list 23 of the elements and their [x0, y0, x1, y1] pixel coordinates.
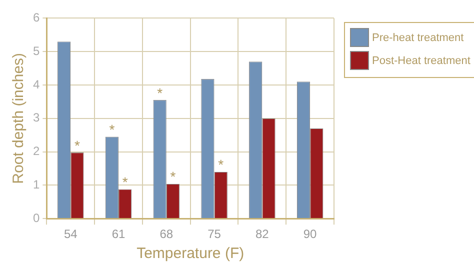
annotation: *: [157, 84, 164, 101]
y-tick-label: 4: [32, 77, 40, 92]
x-tick-label: 90: [303, 227, 318, 242]
y-tick-label: 3: [32, 110, 40, 125]
x-tick-label: 82: [255, 227, 270, 242]
annotation: *: [122, 174, 128, 190]
annotation: *: [74, 137, 80, 154]
x-tick-label: 54: [64, 227, 78, 242]
x-tick-label: 75: [208, 227, 222, 242]
y-axis-title: Root depth (inches): [10, 52, 28, 184]
x-axis-title: Temperature (F): [136, 245, 244, 262]
y-tick-label: 2: [32, 144, 40, 158]
annotation: *: [170, 168, 176, 185]
annotation: *: [218, 156, 224, 173]
legend-label: Post-Heat treatment: [372, 54, 470, 66]
legend-label: Pre-heat treatment: [372, 32, 464, 44]
x-tick-label: 61: [112, 227, 126, 242]
y-tick-label: 6: [32, 10, 40, 25]
y-tick-label: 1: [32, 178, 40, 192]
y-tick-label: 0: [32, 210, 40, 225]
y-tick-label: 5: [32, 44, 40, 58]
x-tick-label: 68: [160, 227, 174, 242]
annotation: *: [109, 122, 116, 138]
